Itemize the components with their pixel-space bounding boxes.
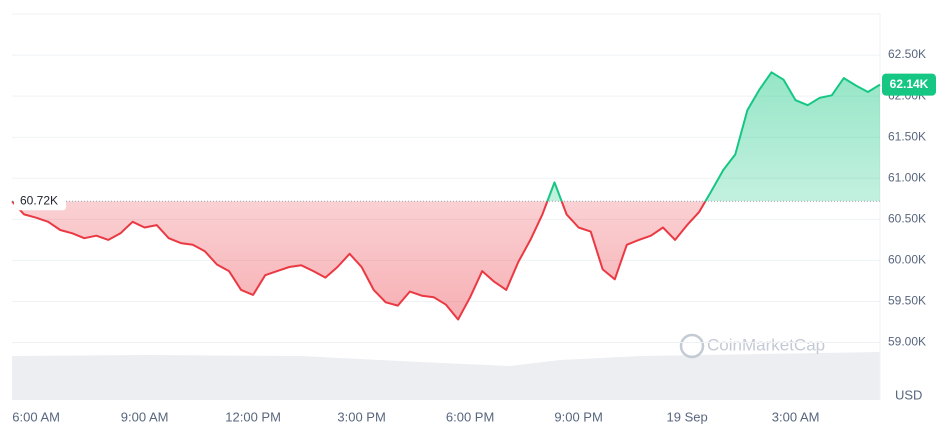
y-tick-label: 61.00K: [888, 170, 926, 184]
watermark: CoinMarketCap: [707, 335, 825, 354]
y-tick-label: 59.50K: [888, 294, 926, 308]
last-price-box: [882, 73, 936, 96]
area-down: [12, 201, 706, 320]
x-tick-label: 3:00 PM: [337, 409, 385, 424]
price-line: [11, 71, 881, 321]
x-tick-label: 9:00 AM: [121, 409, 169, 424]
area-up: [12, 72, 880, 202]
y-tick-label: 59.00K: [888, 335, 926, 349]
x-tick-label: 19 Sep: [667, 409, 708, 424]
x-tick-label: 6:00 PM: [446, 409, 494, 424]
x-tick-label: 6:00 AM: [12, 409, 60, 424]
x-tick-label: 3:00 AM: [772, 409, 820, 424]
y-tick-label: 60.00K: [888, 253, 926, 267]
y-tick-label: 62.50K: [888, 47, 926, 61]
y-tick-label: 60.50K: [888, 211, 926, 225]
watermark-logo: [679, 333, 705, 359]
x-tick-label: 9:00 PM: [554, 409, 602, 424]
x-tick-label: 12:00 PM: [225, 409, 281, 424]
y-tick-label: 61.50K: [888, 129, 926, 143]
baseline-label: 60.72K: [20, 193, 58, 207]
currency-label: USD: [895, 387, 922, 402]
volume-area: [12, 352, 880, 400]
last-price-label: 62.14K: [890, 77, 929, 91]
baseline-label-box: [14, 192, 66, 211]
